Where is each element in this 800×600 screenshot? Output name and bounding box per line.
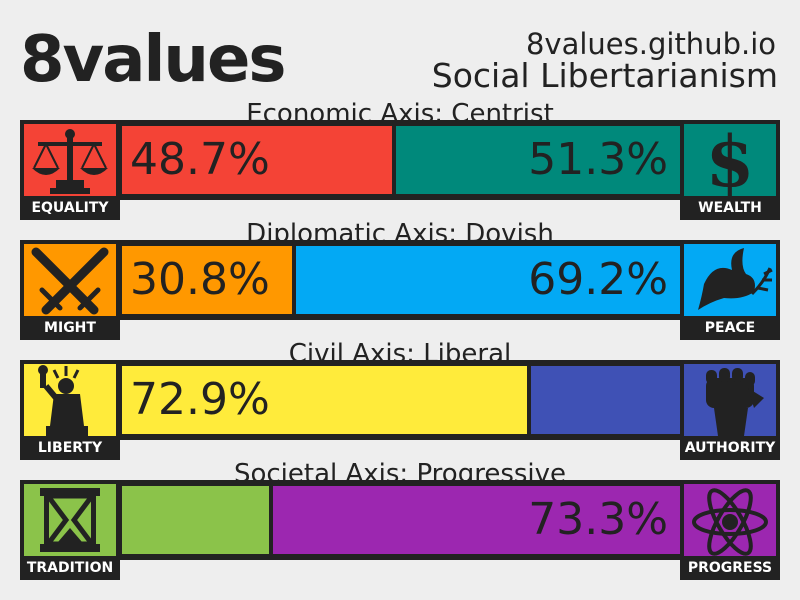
icon-label-liberty: LIBERTY <box>37 440 103 456</box>
ideology-result: Social Libertarianism <box>431 56 778 95</box>
percent-label-might: 30.8% <box>130 254 270 305</box>
icon-tile-peace: PEACE <box>680 240 780 340</box>
icon-label-equality: EQUALITY <box>31 200 109 216</box>
statue-of-liberty-icon <box>24 364 116 436</box>
dove-icon <box>684 244 776 316</box>
percent-label-equality: 48.7% <box>130 134 270 185</box>
dollar-icon: $ <box>684 124 776 196</box>
icon-label-wealth: WEALTH <box>698 200 762 216</box>
bar-segment-liberty: 72.9% <box>122 366 527 434</box>
crossed-swords-icon <box>24 244 116 316</box>
bar-segment-peace: 69.2% <box>296 246 680 314</box>
icon-tile-authority: AUTHORITY <box>680 360 780 460</box>
icon-tile-progress: PROGRESS <box>680 480 780 580</box>
bar-segment-progress: 73.3% <box>273 486 680 554</box>
bar-segment-tradition <box>122 486 269 554</box>
icon-tile-liberty: LIBERTY <box>20 360 120 460</box>
axis-bar-liberty-authority: 72.9% <box>116 360 686 440</box>
bar-segment-equality: 48.7% <box>122 126 392 194</box>
raised-fist-icon <box>684 364 776 436</box>
axis-bar-tradition-progress: 73.3% <box>116 480 686 560</box>
icon-label-might: MIGHT <box>44 320 96 336</box>
app-title: 8values <box>20 23 286 97</box>
icon-tile-tradition: TRADITION <box>20 480 120 580</box>
bar-segment-might: 30.8% <box>122 246 292 314</box>
axis-bar-might-peace: 30.8% 69.2% <box>116 240 686 320</box>
icon-label-peace: PEACE <box>704 320 756 336</box>
icon-label-authority: AUTHORITY <box>684 440 776 456</box>
site-url: 8values.github.io <box>525 27 776 61</box>
percent-label-liberty: 72.9% <box>130 374 270 425</box>
icon-tile-might: MIGHT <box>20 240 120 340</box>
icon-label-tradition: TRADITION <box>26 560 114 576</box>
percent-label-wealth: 51.3% <box>528 134 668 185</box>
scales-icon <box>24 124 116 196</box>
percent-label-progress: 73.3% <box>528 494 668 545</box>
icon-label-progress: PROGRESS <box>687 560 773 576</box>
icon-tile-equality: EQUALITY <box>20 120 120 220</box>
percent-label-peace: 69.2% <box>528 254 668 305</box>
axis-bar-equality-wealth: 48.7% 51.3% <box>116 120 686 200</box>
svg-text:$: $ <box>706 124 755 196</box>
atom-icon <box>684 484 776 556</box>
bar-segment-authority <box>531 366 680 434</box>
bar-segment-wealth: 51.3% <box>396 126 680 194</box>
icon-tile-wealth: $ WEALTH <box>680 120 780 220</box>
hourglass-icon <box>24 484 116 556</box>
